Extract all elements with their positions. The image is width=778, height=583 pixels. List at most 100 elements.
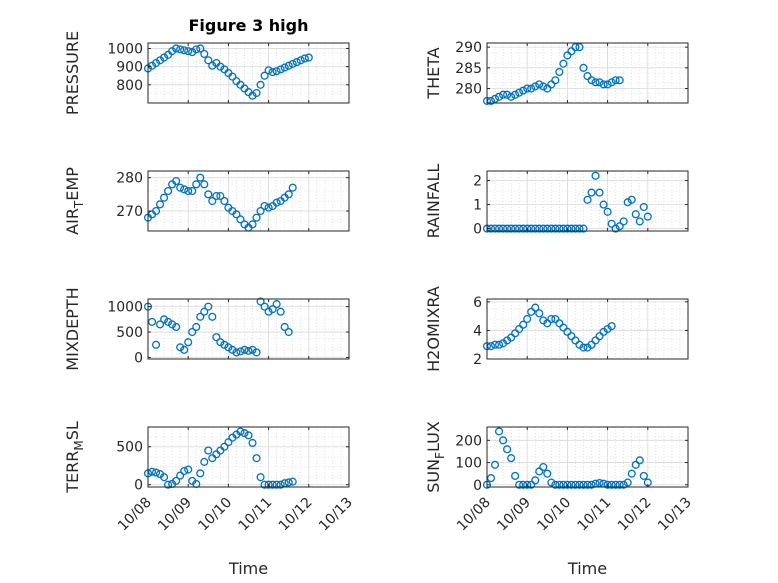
- data-point: [196, 173, 205, 182]
- y-tick-label: 900: [116, 60, 143, 76]
- data-point: [583, 480, 592, 489]
- data-point: [151, 206, 161, 216]
- data-point: [200, 457, 209, 466]
- x-tick-label: 10/10: [534, 495, 574, 535]
- data-point: [503, 224, 512, 233]
- data-point: [503, 445, 512, 454]
- data-point: [543, 469, 552, 478]
- subplot-mixdepth: 0 500 1000 MIXDEPTH: [63, 287, 350, 371]
- data-point: [268, 480, 277, 489]
- data-point: [607, 322, 616, 331]
- data-point: [164, 480, 173, 489]
- data-point: [172, 476, 181, 485]
- data-point: [176, 343, 185, 352]
- data-point: [296, 56, 305, 65]
- data-point: [595, 332, 604, 341]
- data-point: [611, 76, 620, 85]
- data-point: [236, 347, 245, 356]
- y-tick-label: 0: [134, 478, 143, 494]
- data-point: [268, 68, 277, 77]
- data-point: [603, 80, 612, 89]
- data-point: [268, 305, 277, 314]
- y-tick-label: 4: [473, 323, 482, 339]
- data-point: [288, 477, 297, 486]
- subplot-rainfall: 0 1 2 RAINFALL: [424, 164, 689, 238]
- data-point: [499, 90, 508, 99]
- data-point: [547, 80, 556, 89]
- data-point: [499, 224, 508, 233]
- data-point: [284, 328, 293, 337]
- data-point: [555, 224, 564, 233]
- data-point: [547, 478, 556, 487]
- data-point: [563, 51, 572, 60]
- data-point: [563, 480, 572, 489]
- data-point: [567, 332, 576, 341]
- data-point: [559, 224, 568, 233]
- data-point: [599, 200, 608, 209]
- data-point: [272, 198, 281, 207]
- data-point: [220, 196, 229, 206]
- data-point: [224, 343, 233, 352]
- data-point: [204, 190, 213, 199]
- data-point: [635, 217, 644, 226]
- data-point: [519, 224, 528, 233]
- data-point: [192, 322, 201, 332]
- data-point: [160, 473, 169, 482]
- data-series: [143, 297, 293, 357]
- data-point: [280, 322, 289, 332]
- data-point: [164, 317, 173, 326]
- data-point: [579, 343, 588, 352]
- data-point: [603, 480, 612, 489]
- data-point: [252, 88, 261, 98]
- data-point: [176, 45, 185, 54]
- data-point: [587, 188, 596, 197]
- y-tick-label: 280: [116, 171, 143, 187]
- data-point: [607, 480, 616, 489]
- data-point: [495, 340, 504, 349]
- data-point: [551, 314, 560, 324]
- data-point: [571, 224, 580, 233]
- y-tick-label: 100: [455, 456, 482, 472]
- data-point: [160, 315, 169, 324]
- data-point: [256, 473, 265, 482]
- data-point: [264, 203, 273, 212]
- y-axis-label: AIRTEMP: [63, 167, 86, 235]
- data-point: [240, 429, 249, 438]
- data-point: [559, 323, 568, 332]
- data-point: [515, 480, 524, 489]
- data-point: [304, 53, 313, 62]
- data-point: [539, 224, 548, 233]
- data-point: [495, 427, 504, 436]
- data-point: [196, 312, 205, 321]
- data-point: [490, 340, 500, 349]
- x-tick-label: 10/13: [316, 495, 356, 535]
- data-point: [519, 86, 528, 95]
- y-tick-label: 0: [473, 222, 482, 238]
- data-point: [507, 454, 516, 463]
- data-point: [583, 72, 592, 81]
- data-point: [486, 96, 496, 105]
- data-point: [176, 471, 185, 480]
- data-point: [615, 76, 624, 85]
- data-point: [615, 222, 624, 231]
- data-point: [527, 307, 536, 316]
- data-point: [220, 340, 229, 349]
- axes-box: [147, 298, 350, 360]
- data-point: [535, 80, 544, 89]
- data-point: [220, 442, 229, 451]
- data-point: [216, 338, 225, 347]
- data-point: [160, 193, 169, 202]
- y-tick-label: 500: [116, 325, 143, 341]
- data-point: [244, 346, 253, 355]
- data-point: [519, 480, 528, 489]
- data-point: [196, 44, 205, 53]
- data-series: [143, 427, 297, 489]
- data-point: [511, 471, 520, 480]
- x-tick-label: 10/11: [236, 495, 276, 535]
- data-point: [563, 327, 572, 336]
- x-tick-label: 10/08: [454, 495, 494, 535]
- data-point: [276, 307, 285, 316]
- data-point: [264, 307, 273, 316]
- data-point: [196, 469, 205, 478]
